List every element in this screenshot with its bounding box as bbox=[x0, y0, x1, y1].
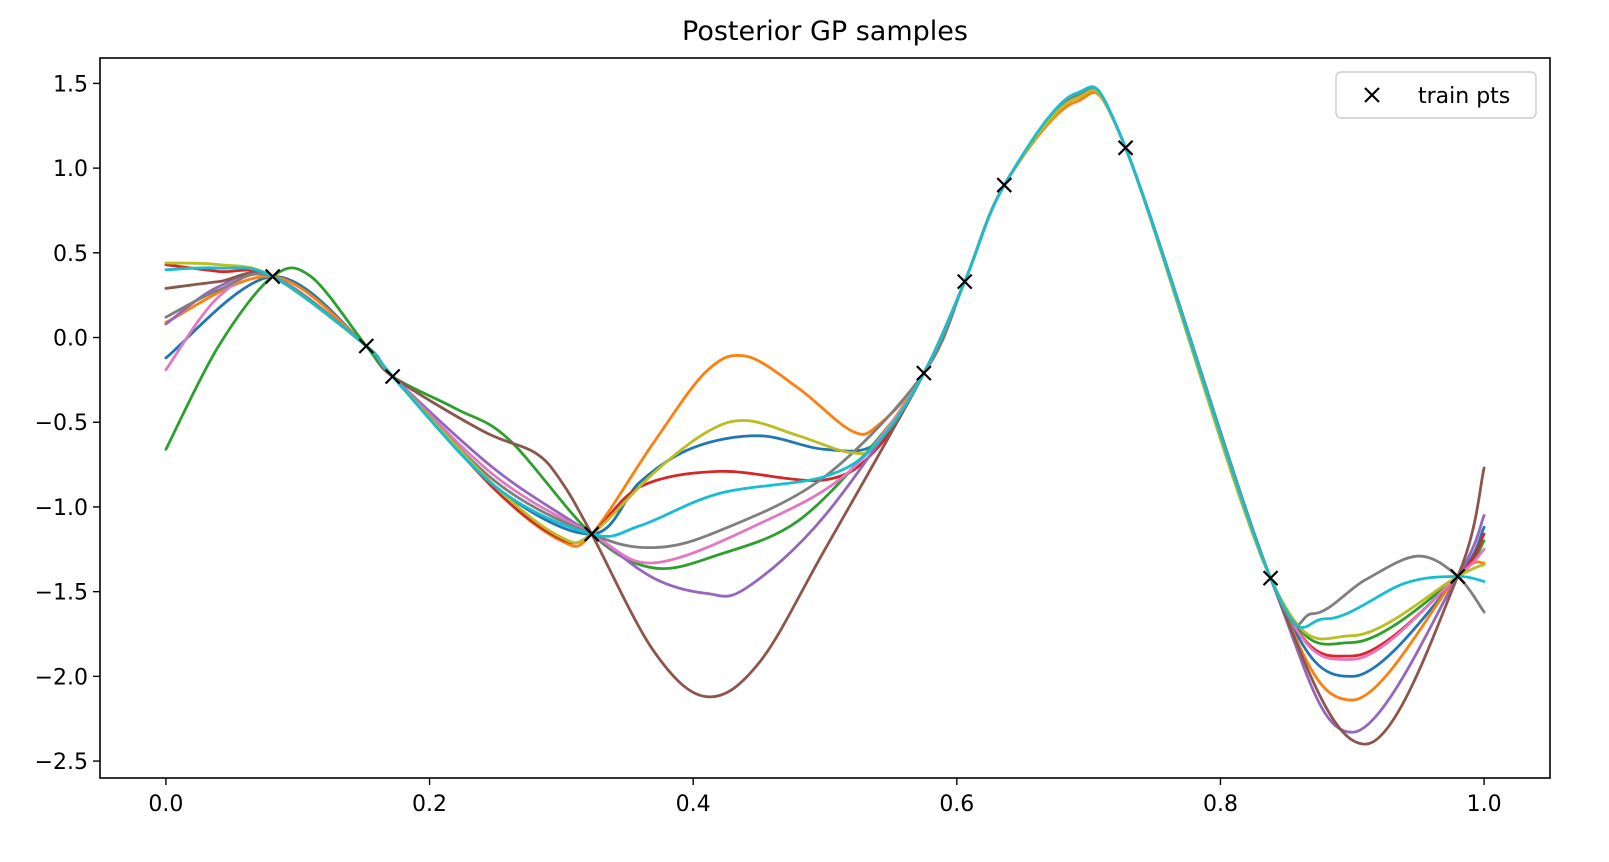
series-line-4 bbox=[164, 87, 1486, 658]
y-tick-label: −2.0 bbox=[35, 665, 88, 690]
y-tick-label: −1.0 bbox=[35, 496, 88, 521]
x-tick-label: 0.6 bbox=[939, 792, 974, 817]
train-point bbox=[956, 273, 973, 290]
legend: train pts bbox=[1335, 71, 1537, 119]
y-tick-label: −1.5 bbox=[35, 581, 88, 606]
legend-marker bbox=[1364, 87, 1380, 103]
train-point bbox=[996, 177, 1013, 193]
y-tick-label: 1.0 bbox=[53, 157, 88, 182]
train-point bbox=[916, 365, 932, 381]
y-tick-label: −2.5 bbox=[35, 750, 88, 775]
series-line-3 bbox=[164, 86, 1486, 646]
x-tick-label: 0.8 bbox=[1203, 792, 1238, 817]
series-line-7 bbox=[164, 87, 1486, 661]
series-line-8 bbox=[164, 87, 1486, 627]
train-points-layer bbox=[264, 140, 1466, 586]
plot-area bbox=[99, 57, 1551, 779]
train-point bbox=[1117, 140, 1134, 156]
plot-frame bbox=[99, 57, 1551, 779]
y-axis: −2.5 −2.0 −1.5 −1.0 −0.5 0.0 0.5 1.0 1.5 bbox=[35, 72, 100, 775]
chart-title: Posterior GP samples bbox=[682, 16, 968, 47]
y-tick-label: 1.5 bbox=[53, 72, 88, 97]
train-point bbox=[264, 268, 281, 285]
legend-label: train pts bbox=[1418, 84, 1510, 109]
series-line-6 bbox=[164, 87, 1486, 746]
y-tick-label: −0.5 bbox=[35, 411, 88, 436]
series-line-9 bbox=[164, 88, 1486, 641]
series-line-10 bbox=[164, 85, 1486, 629]
series-layer bbox=[164, 85, 1486, 746]
train-point bbox=[384, 368, 401, 385]
train-point bbox=[1262, 570, 1279, 586]
series-line-1 bbox=[164, 88, 1486, 678]
y-tick-label: 0.0 bbox=[53, 327, 88, 352]
train-point bbox=[1449, 568, 1466, 585]
x-tick-label: 0.0 bbox=[148, 792, 183, 817]
x-tick-label: 1.0 bbox=[1467, 792, 1502, 817]
x-tick-label: 0.4 bbox=[676, 792, 711, 817]
x-axis: 0.0 0.2 0.4 0.6 0.8 1.0 bbox=[148, 778, 1502, 817]
y-tick-label: 0.5 bbox=[53, 242, 88, 267]
train-point bbox=[583, 526, 600, 542]
x-tick-label: 0.2 bbox=[412, 792, 447, 817]
legend-box bbox=[1335, 71, 1537, 119]
train-point bbox=[358, 338, 375, 354]
